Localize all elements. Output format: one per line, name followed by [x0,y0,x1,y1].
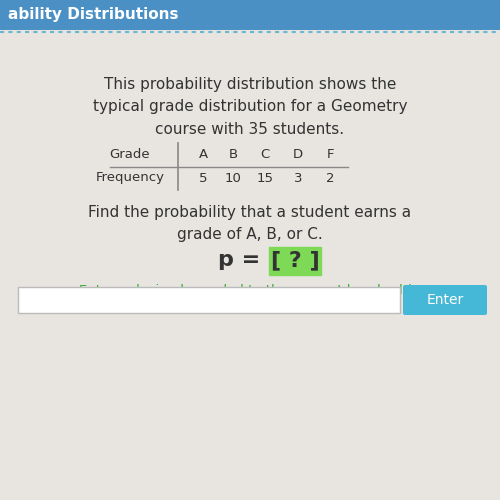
FancyBboxPatch shape [0,0,500,30]
FancyBboxPatch shape [18,287,400,313]
Text: This probability distribution shows the: This probability distribution shows the [104,78,396,92]
Text: C: C [260,148,270,162]
Text: p =: p = [218,250,268,270]
Text: Enter: Enter [426,293,464,307]
Text: Frequency: Frequency [96,172,164,184]
Text: Find the probability that a student earns a: Find the probability that a student earn… [88,204,411,220]
Text: F: F [326,148,334,162]
Text: course with 35 students.: course with 35 students. [156,122,344,136]
Text: B: B [228,148,237,162]
Text: A: A [198,148,207,162]
Text: Enter a decimal rounded to the nearest hundredth.: Enter a decimal rounded to the nearest h… [79,284,421,296]
Text: Grade: Grade [110,148,150,162]
Text: D: D [293,148,303,162]
Text: 15: 15 [256,172,274,184]
Text: [ ? ]: [ ? ] [270,250,320,270]
Text: typical grade distribution for a Geometry: typical grade distribution for a Geometr… [93,100,407,114]
FancyBboxPatch shape [403,285,487,315]
FancyBboxPatch shape [269,247,321,275]
Text: 10: 10 [224,172,242,184]
Text: 5: 5 [199,172,207,184]
Text: grade of A, B, or C.: grade of A, B, or C. [177,226,323,242]
Text: 2: 2 [326,172,334,184]
Text: ability Distributions: ability Distributions [8,8,178,22]
Text: 3: 3 [294,172,302,184]
